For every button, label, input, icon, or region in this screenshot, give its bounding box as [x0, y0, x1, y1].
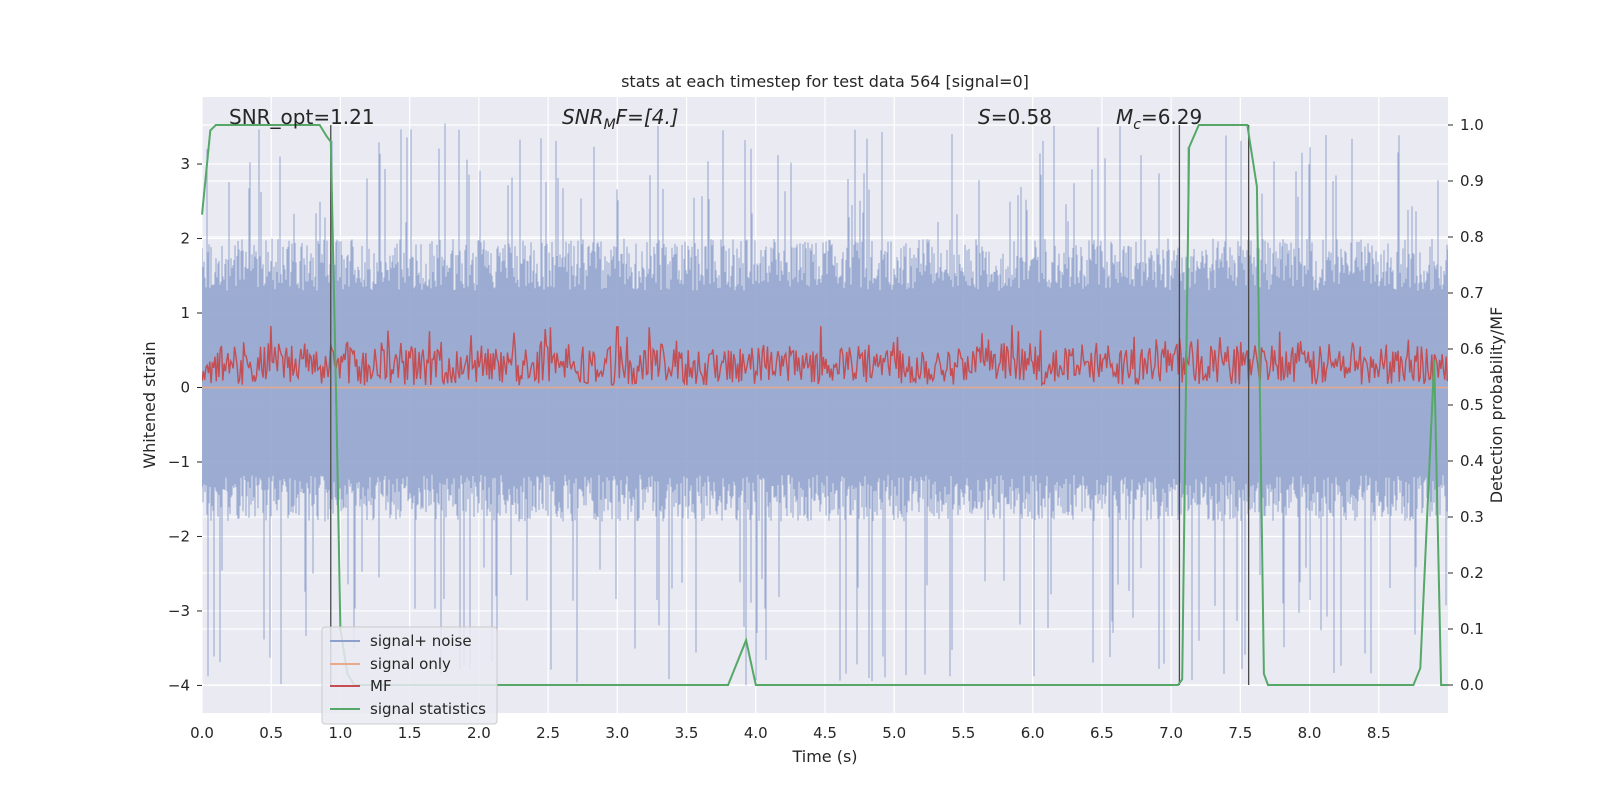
- y-left-tick-label: −1: [168, 453, 190, 471]
- x-tick-label: 6.5: [1090, 724, 1114, 742]
- series-signal-statistics: [201, 124, 1448, 686]
- y-left-tick-label: −4: [168, 676, 190, 694]
- x-tick-label: 0.5: [259, 724, 283, 742]
- y-axis-right-ticks: 1.0 0.9 0.8 0.7 0.6 0.5 0.4 0.3 0.2 0.1 0.0: [1448, 116, 1484, 694]
- y-left-tick-label: 0: [180, 378, 190, 396]
- y-right-tick-label: 0.0: [1460, 676, 1484, 694]
- x-tick-label: 4.5: [813, 724, 837, 742]
- series-mf: [202, 325, 1448, 387]
- x-tick-label: 8.5: [1367, 724, 1391, 742]
- x-tick-label: 8.0: [1298, 724, 1322, 742]
- legend-frame: [321, 626, 498, 725]
- y-left-tick-label: 2: [180, 230, 190, 248]
- y-left-tick-label: −2: [168, 527, 190, 545]
- y-right-tick-label: 0.3: [1460, 508, 1484, 526]
- annotation-s: S=0.58: [978, 105, 1052, 129]
- x-tick-label: 5.5: [952, 724, 976, 742]
- annotation-snr-opt: SNR_opt=1.21: [229, 105, 375, 129]
- x-tick-label: 3.5: [675, 724, 699, 742]
- x-tick-label: 1.5: [398, 724, 422, 742]
- detection-markers: [330, 125, 1250, 685]
- y-left-tick-label: −3: [168, 602, 190, 620]
- x-tick-label: 2.5: [536, 724, 560, 742]
- annotation-snr-mf: SNRMF=[4.]: [562, 105, 679, 133]
- y-right-tick-label: 0.1: [1460, 620, 1484, 638]
- x-tick-label: 7.0: [1159, 724, 1183, 742]
- y-axis-left-label: Whitened strain: [140, 341, 159, 468]
- legend: signal+ noise signal only MF signal stat…: [321, 626, 498, 725]
- chart-title: stats at each timestep for test data 564…: [621, 72, 1029, 91]
- mf-trace: [202, 325, 1448, 387]
- x-tick-label: 3.0: [605, 724, 629, 742]
- y-left-tick-label: 1: [180, 304, 190, 322]
- x-tick-label: 7.5: [1228, 724, 1252, 742]
- y-right-tick-label: 0.4: [1460, 452, 1484, 470]
- x-axis-ticks: 0.0 0.5 1.0 1.5 2.0 2.5 3.0 3.5 4.0 4.5 5.0 5.5 6.0 6…: [190, 724, 1391, 742]
- y-right-tick-label: 0.8: [1460, 228, 1484, 246]
- x-tick-label: 0.0: [190, 724, 214, 742]
- legend-label-signal-statistics: signal statistics: [370, 700, 486, 718]
- x-tick-label: 6.0: [1021, 724, 1045, 742]
- x-tick-label: 5.0: [882, 724, 906, 742]
- x-tick-label: 4.0: [744, 724, 768, 742]
- annotation-mc: Mc=6.29: [1116, 105, 1202, 133]
- y-right-tick-label: 0.6: [1460, 340, 1484, 358]
- y-right-tick-label: 0.9: [1460, 172, 1484, 190]
- legend-label-mf: MF: [370, 677, 392, 695]
- x-tick-label: 2.0: [467, 724, 491, 742]
- legend-label-signal-noise: signal+ noise: [370, 632, 472, 650]
- signal-statistics-line: [201, 124, 1448, 686]
- x-tick-label: 1.0: [329, 724, 353, 742]
- y-left-tick-label: 3: [180, 155, 190, 173]
- y-axis-right-label: Detection probability/MF: [1487, 307, 1506, 504]
- y-axis-left-ticks: 3 2 1 0 −1 −2 −3 −4: [168, 155, 202, 694]
- y-right-tick-label: 1.0: [1460, 116, 1484, 134]
- y-right-tick-label: 0.7: [1460, 284, 1484, 302]
- y-right-tick-label: 0.2: [1460, 564, 1484, 582]
- y-right-tick-label: 0.5: [1460, 396, 1484, 414]
- x-axis-label: Time (s): [791, 747, 857, 766]
- legend-label-signal-only: signal only: [370, 655, 451, 673]
